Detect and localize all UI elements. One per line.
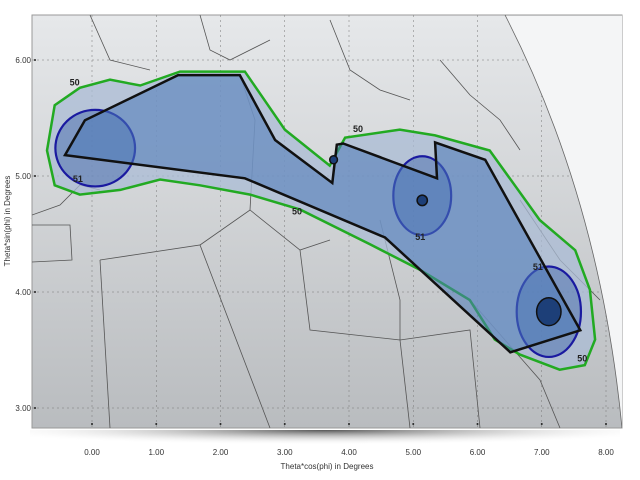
x-tick-label: 5.00: [405, 448, 421, 457]
y-tick-label: 5.00: [15, 172, 31, 181]
y-tick-mark: [34, 175, 36, 177]
coverage-polygon: [62, 73, 583, 354]
y-tick-label: 3.00: [15, 404, 31, 413]
contour-label: 51: [533, 262, 543, 272]
x-tick-label: 0.00: [84, 448, 100, 457]
y-tick-label: 4.00: [15, 288, 31, 297]
peak-marker: [328, 154, 339, 165]
x-tick-mark: [283, 423, 286, 425]
y-tick-mark: [34, 407, 36, 409]
contour-label: 50: [70, 78, 80, 88]
globe-limb: [504, 15, 622, 428]
x-tick-label: 8.00: [598, 448, 614, 457]
x-tick-label: 7.00: [534, 448, 550, 457]
y-tick-label: 6.00: [15, 56, 31, 65]
peak-group: [328, 154, 562, 327]
x-tick-label: 4.00: [341, 448, 357, 457]
contour-label: 50: [353, 124, 363, 134]
contour-label: 50: [577, 354, 587, 364]
y-tick-mark: [34, 291, 36, 293]
peak-marker: [416, 194, 429, 207]
contour-labels: 50 50 50 50 51 51 51: [70, 78, 588, 364]
x-tick-mark: [476, 423, 479, 425]
contour-label: 51: [73, 174, 83, 184]
x-tick-mark: [155, 423, 158, 425]
x-tick-mark: [219, 423, 222, 425]
x-tick-label: 2.00: [213, 448, 229, 457]
x-tick-label: 6.00: [470, 448, 486, 457]
x-tick-mark: [348, 423, 350, 425]
contour-label: 51: [415, 232, 425, 242]
contour-label: 50: [292, 206, 302, 216]
y-axis-label: Theta*sin(phi) in Degrees: [3, 176, 12, 267]
x-axis-ticks: 0.00 1.00 2.00 3.00 4.00 5.00 6.00 7.00 8.00: [84, 423, 614, 457]
y-tick-mark: [34, 59, 36, 61]
peak-marker: [535, 297, 562, 327]
y-axis-ticks: 6.00 5.00 4.00 3.00: [15, 56, 36, 413]
x-tick-label: 3.00: [277, 448, 293, 457]
x-axis-label: Theta*cos(phi) in Degrees: [281, 462, 374, 471]
x-tick-mark: [91, 423, 93, 425]
x-tick-mark: [605, 423, 607, 425]
x-tick-label: 1.00: [148, 448, 164, 457]
frame-shadow: [30, 430, 620, 455]
x-tick-mark: [412, 423, 415, 425]
x-tick-mark: [540, 423, 543, 425]
